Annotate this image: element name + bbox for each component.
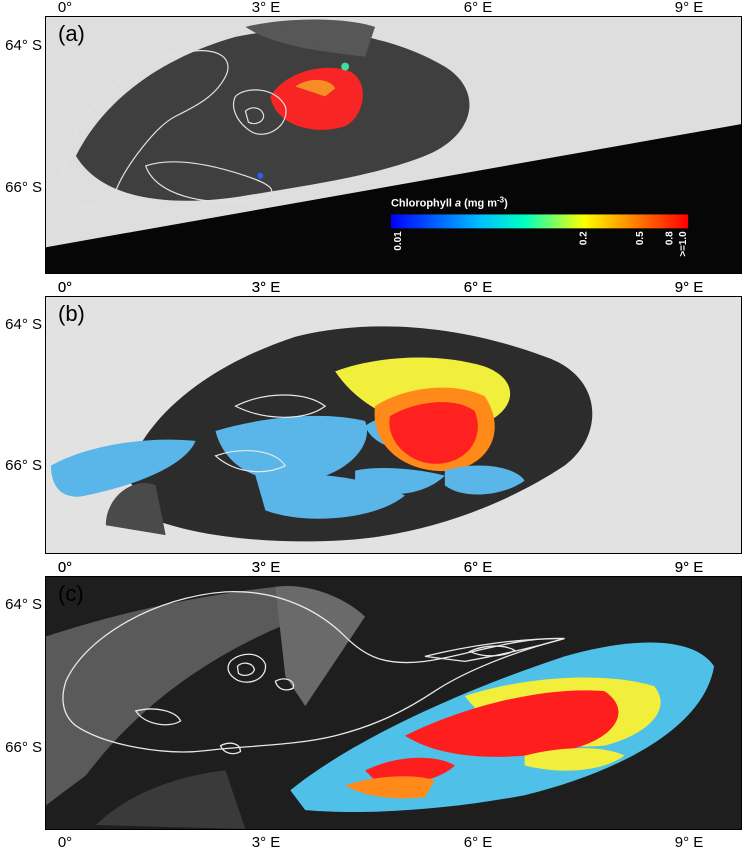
lon-tick-label: 9° E [674, 279, 704, 296]
panel-b: (b) [45, 296, 742, 554]
colorbar-title: Chlorophyll a (mg m-3) [391, 195, 508, 209]
colorbar-tick-label: 0.2 [578, 231, 589, 245]
colorbar-tick-label: 0.5 [635, 231, 646, 245]
lon-tick-label: 3° E [251, 559, 281, 576]
lat-tick-label: 64° S [5, 37, 42, 54]
lon-tick-label: 3° E [251, 279, 281, 296]
lon-tick-label: 6° E [463, 559, 493, 576]
colorbar-gradient [391, 214, 689, 229]
colorbar: Chlorophyll a (mg m-3) 0.01 0.2 0.5 0.8 >=1.… [391, 195, 689, 257]
panel-c-image [46, 577, 741, 829]
panel-label: (b) [58, 301, 85, 326]
lon-tick-label: 6° E [463, 559, 493, 576]
lat-tick-label: 64° S [5, 596, 42, 613]
panel-c: (c) [45, 576, 742, 830]
colorbar-tick-label: 0.8 [664, 231, 675, 245]
lon-tick-label: 9° E [674, 834, 704, 851]
lon-tick-label: 0° [57, 834, 73, 851]
lon-tick-label: 6° E [463, 279, 493, 296]
panel-a: Chlorophyll a (mg m-3) 0.01 0.2 0.5 0.8 >=1.… [45, 16, 742, 274]
colorbar-tick-label: >=1.0 [678, 231, 689, 257]
lat-tick-label: 66° S [5, 179, 42, 196]
lat-tick-label: 66° S [5, 457, 42, 474]
panel-a-image: Chlorophyll a (mg m-3) 0.01 0.2 0.5 0.8 >=1.… [46, 17, 741, 273]
lon-tick-label: 0° [57, 279, 73, 296]
lon-tick-label: 3° E [251, 559, 281, 576]
lat-tick-label: 64° S [5, 316, 42, 333]
lon-tick-label: 0° [57, 559, 73, 576]
lon-tick-label: 3° E [251, 834, 281, 851]
lon-tick-label: 6° E [463, 279, 493, 296]
panel-label: (a) [58, 21, 85, 46]
lon-tick-label: 3° E [251, 0, 281, 16]
lon-tick-label: 0° [57, 559, 73, 576]
lon-tick-label: 3° E [251, 279, 281, 296]
lon-tick-label: 9° E [674, 0, 704, 16]
lat-tick-label: 66° S [5, 739, 42, 756]
lon-tick-label: 6° E [463, 834, 493, 851]
lon-tick-label: 6° E [463, 0, 493, 16]
panel-b-image [46, 297, 741, 553]
panel-label: (c) [58, 581, 84, 606]
lon-tick-label: 0° [57, 279, 73, 296]
lon-tick-label: 0° [57, 0, 73, 16]
colorbar-tick-label: 0.01 [393, 231, 404, 251]
lon-tick-label: 9° E [674, 279, 704, 296]
lon-tick-label: 9° E [674, 559, 704, 576]
lon-tick-label: 9° E [674, 559, 704, 576]
